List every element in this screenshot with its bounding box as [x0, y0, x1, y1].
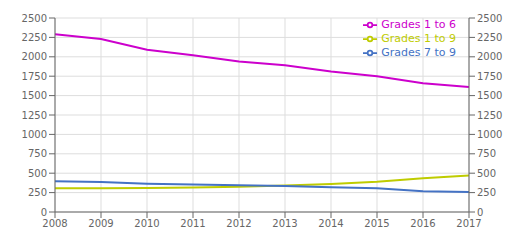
- svg-text:2010: 2010: [134, 218, 159, 229]
- svg-text:2016: 2016: [410, 218, 435, 229]
- svg-text:2012: 2012: [226, 218, 251, 229]
- svg-text:1250: 1250: [22, 110, 47, 121]
- svg-text:250: 250: [477, 187, 496, 198]
- svg-text:750: 750: [28, 148, 47, 159]
- svg-text:2500: 2500: [477, 13, 502, 24]
- svg-text:1250: 1250: [477, 110, 502, 121]
- svg-text:2014: 2014: [318, 218, 343, 229]
- svg-text:500: 500: [28, 168, 47, 179]
- html-text:Grades 1 to 9: Grades 1 to 9: [381, 32, 456, 45]
- svg-text:1500: 1500: [477, 90, 502, 101]
- svg-text:2015: 2015: [364, 218, 389, 229]
- svg-text:2500: 2500: [22, 13, 47, 24]
- svg-text:1750: 1750: [477, 71, 502, 82]
- svg-text:1500: 1500: [22, 90, 47, 101]
- svg-text:1000: 1000: [477, 129, 502, 140]
- svg-text:2008: 2008: [42, 218, 67, 229]
- svg-text:2250: 2250: [477, 32, 502, 43]
- svg-text:1000: 1000: [22, 129, 47, 140]
- svg-text:0: 0: [41, 207, 47, 218]
- svg-text:750: 750: [477, 148, 496, 159]
- svg-text:2000: 2000: [477, 51, 502, 62]
- svg-text:0: 0: [477, 207, 483, 218]
- svg-text:2011: 2011: [180, 218, 205, 229]
- svg-text:2017: 2017: [456, 218, 481, 229]
- svg-text:2000: 2000: [22, 51, 47, 62]
- html-text:Grades 1 to 6: Grades 1 to 6: [381, 18, 456, 31]
- svg-text:2013: 2013: [272, 218, 297, 229]
- svg-text:2250: 2250: [22, 32, 47, 43]
- svg-text:2009: 2009: [88, 218, 113, 229]
- svg-text:500: 500: [477, 168, 496, 179]
- svg-text:250: 250: [28, 187, 47, 198]
- html-text:Grades 7 to 9: Grades 7 to 9: [381, 46, 456, 59]
- svg-text:1750: 1750: [22, 71, 47, 82]
